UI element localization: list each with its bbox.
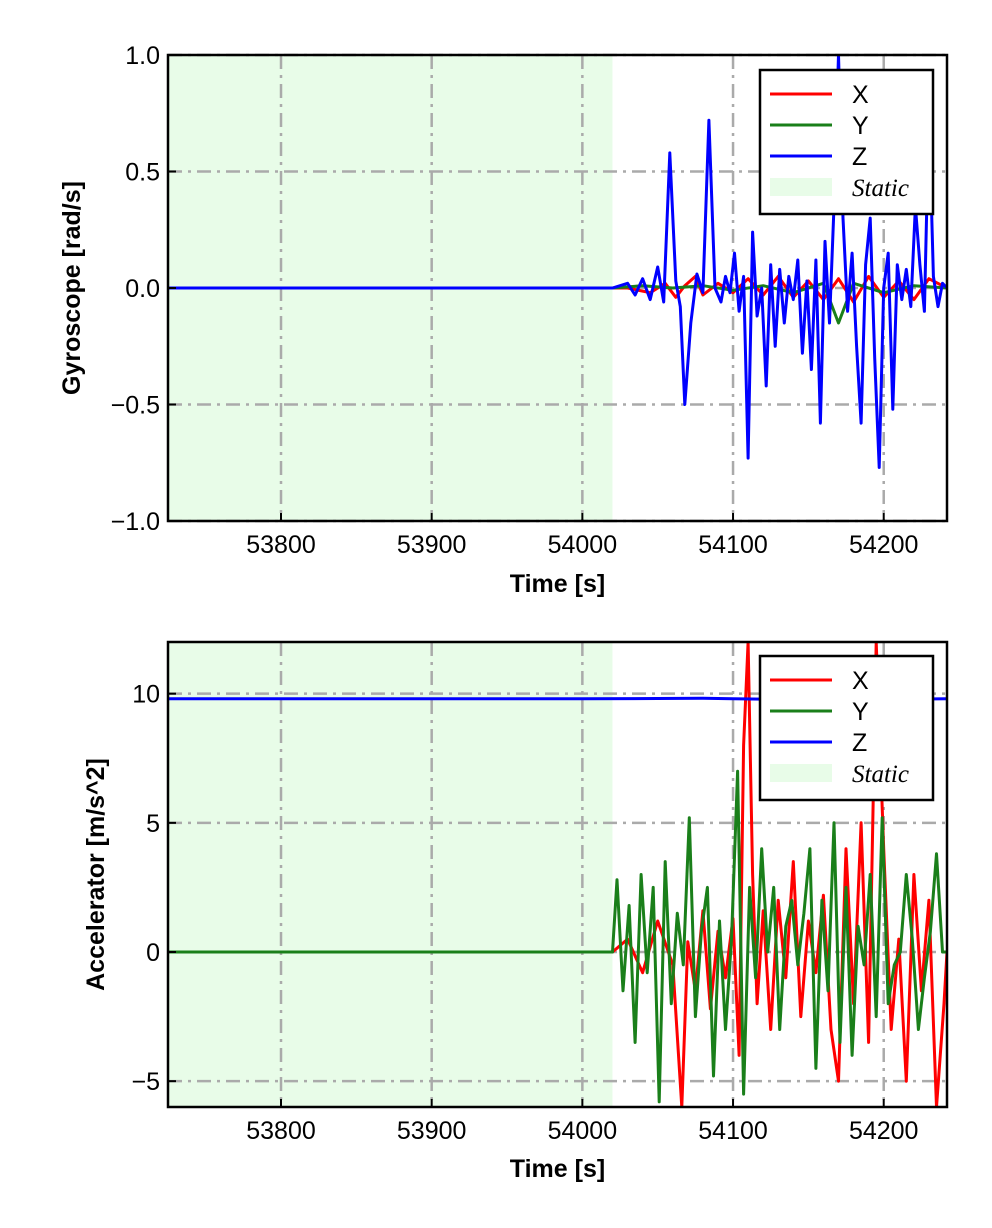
static-region <box>168 642 613 1107</box>
legend: XYZ Static <box>758 654 935 802</box>
x-axis-title: Time [s] <box>510 570 605 598</box>
x-tick-label: 53800 <box>246 1117 316 1145</box>
x-tick-label: 54100 <box>698 1117 768 1145</box>
x-tick-label: 53900 <box>397 531 467 559</box>
legend-label-z: Z <box>852 143 867 171</box>
x-axis-title: Time [s] <box>510 1155 605 1183</box>
accelerator-panel: 53800 53900 54000 54100 54200 −5 0 5 10 Time [s] A… <box>82 640 949 1183</box>
y-tick-label: −0.5 <box>111 392 160 420</box>
axes-frame <box>166 640 949 1109</box>
series-line-z <box>168 55 947 469</box>
y-tick-label: 5 <box>146 810 160 838</box>
legend-label-x: X <box>852 81 869 109</box>
legend-label-y: Y <box>852 112 869 140</box>
series-line-x <box>168 642 947 1107</box>
y-tick-label: −1.0 <box>111 508 160 536</box>
x-tick-label: 54000 <box>548 531 618 559</box>
y-tick-label: 0 <box>146 939 160 967</box>
y-tick-label: 0.5 <box>125 159 160 187</box>
y-tick-label: −5 <box>131 1068 160 1096</box>
legend-label-y: Y <box>852 698 869 726</box>
series-line-y <box>168 769 947 1104</box>
x-tick-label: 53900 <box>397 1117 467 1145</box>
x-tick-label: 54200 <box>849 531 919 559</box>
legend-label-z: Z <box>852 729 867 757</box>
y-axis-title: Gyroscope [rad/s] <box>58 181 86 395</box>
x-tick-label: 54200 <box>849 1117 919 1145</box>
gyroscope-panel: 53800 53900 54000 54100 54200 −1.0 −0.5 0.0 0.5 1… <box>58 42 949 598</box>
legend-swatch-static <box>770 178 832 196</box>
legend-label-static: Static <box>852 761 909 788</box>
legend-swatch-static <box>770 764 832 782</box>
y-axis-title: Accelerator [m/s^2] <box>82 758 110 991</box>
legend: XYZ Static <box>758 68 935 216</box>
y-tick-label: 10 <box>132 681 160 709</box>
y-tick-label: 0.0 <box>125 275 160 303</box>
legend-label-static: Static <box>852 175 909 202</box>
legend-label-x: X <box>852 667 869 695</box>
x-tick-label: 54000 <box>548 1117 618 1145</box>
x-tick-label: 53800 <box>246 531 316 559</box>
x-tick-label: 54100 <box>698 531 768 559</box>
y-tick-label: 1.0 <box>125 42 160 70</box>
